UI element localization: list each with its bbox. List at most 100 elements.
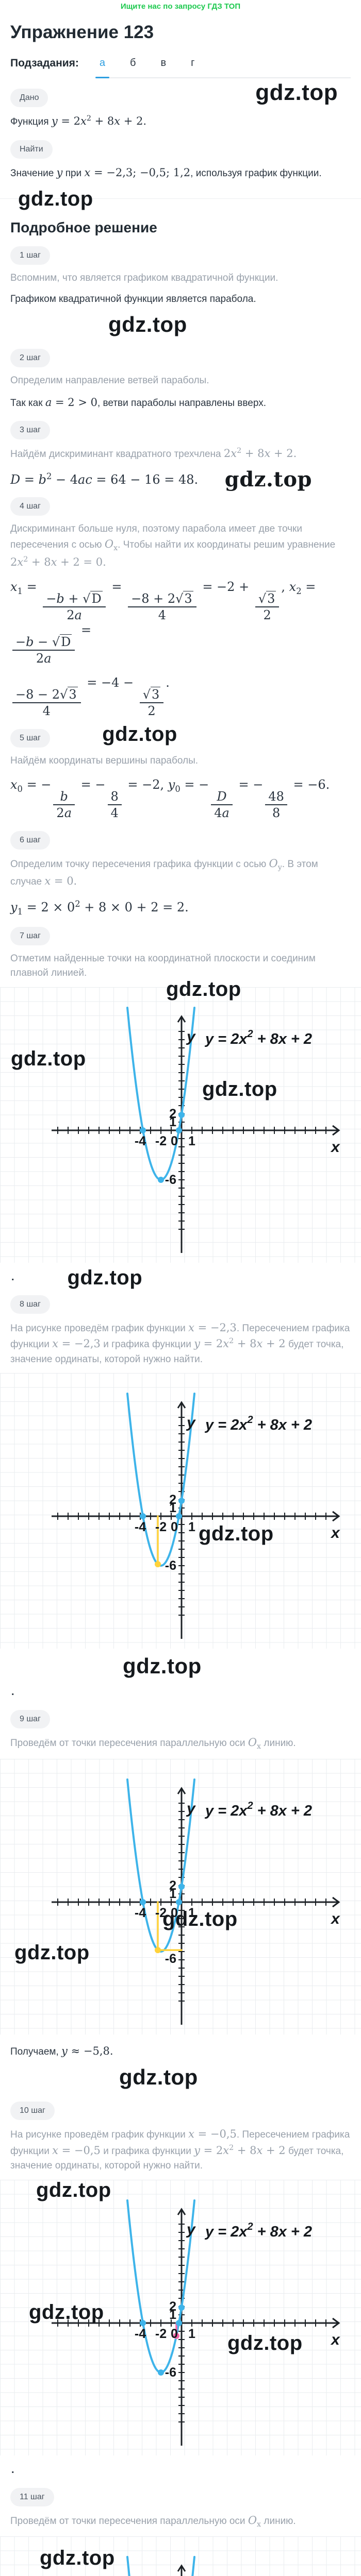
step-badge-row: 3 шаг bbox=[10, 421, 351, 439]
x-tick-label: -2 bbox=[155, 1906, 167, 1920]
fraction: 48 8 bbox=[265, 789, 287, 821]
y-tick-label: 2 bbox=[169, 1878, 176, 1893]
stray-dot: . gdz.top bbox=[11, 1267, 361, 1288]
x-axis-letter: x bbox=[330, 1139, 340, 1156]
math-run: x = 0. bbox=[44, 875, 77, 888]
equation-label: y = 2x2 + 8x + 2 bbox=[204, 2221, 312, 2240]
x-tick-label: 1 bbox=[188, 1134, 195, 1148]
denominator: 4 bbox=[110, 805, 119, 820]
step-badge: Дано bbox=[10, 89, 48, 107]
denominator: 2 bbox=[263, 607, 271, 622]
fraction: −8 − 2√3 4 bbox=[12, 686, 81, 719]
radicand: 3 bbox=[266, 590, 276, 606]
text-run: Графиком квадратичной функции является п… bbox=[10, 293, 256, 304]
step-badge: Найти bbox=[10, 140, 53, 159]
fraction: −b + √D 2a bbox=[43, 590, 106, 623]
tab-в[interactable]: в bbox=[160, 57, 167, 69]
y-tick-label: 2 bbox=[169, 1493, 176, 1507]
formula: y1 = 2 × 02 + 8 × 0 + 2 = 2. bbox=[10, 899, 351, 917]
y-tick-label: 2 bbox=[169, 2299, 176, 2314]
sqrt-radical: √D bbox=[83, 590, 103, 606]
step-badge-row: 11 шаг bbox=[10, 2487, 351, 2506]
text-run: Вспомним, что является графиком квадрати… bbox=[10, 273, 278, 283]
math-run: Ox bbox=[248, 2514, 261, 2529]
x-tick-label: -4 bbox=[135, 1134, 146, 1148]
x-tick-label: 0 bbox=[171, 1906, 178, 1920]
math-run: Ox bbox=[104, 538, 118, 553]
y-axis-letter: y bbox=[186, 1800, 196, 1817]
parabola-curve bbox=[126, 1778, 195, 1953]
text-run: Проведём от точки пересечения параллельн… bbox=[10, 2515, 248, 2527]
math-run: y bbox=[56, 166, 63, 179]
solution-text: Определим точку пересечения графика функ… bbox=[10, 856, 351, 890]
step-badge: 11 шаг bbox=[10, 2487, 54, 2506]
solution-text: Проведём от точки пересечения параллельн… bbox=[10, 2513, 351, 2531]
gdz-watermark: gdz.top bbox=[166, 977, 241, 1001]
radicand: 3 bbox=[183, 590, 193, 606]
root-point-left bbox=[140, 1513, 146, 1520]
tab-а[interactable]: а bbox=[95, 57, 110, 78]
step-badge-row: 8 шаг bbox=[10, 1295, 351, 1314]
math-run: y = 2x2 + 8x + 2 bbox=[194, 2143, 286, 2157]
text-run: На рисунке проведём график функции bbox=[10, 1323, 189, 1334]
denominator: 2a bbox=[36, 651, 52, 666]
step-badge-row: 7 шаг bbox=[10, 926, 351, 945]
math-run: = − bbox=[77, 777, 106, 792]
text-run: Функция bbox=[10, 116, 52, 127]
tab-г[interactable]: г bbox=[191, 57, 195, 69]
fraction: −8 + 2√3 4 bbox=[128, 590, 196, 623]
x-tick-label: 0 bbox=[171, 1520, 178, 1534]
watermark-row: gdz.top bbox=[0, 1654, 361, 1680]
gdz-watermark: gdz.top bbox=[123, 1654, 202, 1679]
fraction: −b − √D 2a bbox=[12, 634, 75, 666]
math-run: = −2, y0 = − bbox=[123, 777, 209, 794]
y-intercept-point bbox=[178, 1498, 185, 1504]
text-run: при bbox=[62, 167, 85, 179]
denominator: 4a bbox=[214, 805, 229, 820]
gdz-watermark: gdz.top bbox=[227, 2331, 303, 2354]
y-tick-label: 2 bbox=[169, 1107, 176, 1121]
math-run: = −6. bbox=[289, 777, 330, 792]
y-intercept-point bbox=[178, 1883, 185, 1890]
sqrt-radical: √3 bbox=[60, 686, 78, 702]
dot-artifact: . bbox=[11, 2464, 14, 2476]
text-run: . Пересечением графика функции bbox=[10, 1323, 350, 1350]
math-run: x = −2,3 bbox=[188, 1321, 237, 1334]
solution-body: Дано gdz.top Функция y = 2x2 + 8x + 2. Найт… bbox=[0, 81, 361, 2576]
formula: x1 = −b + √D 2a = −8 + 2√3 4 = −2 + √3 2, x… bbox=[10, 580, 351, 666]
math-run: = bbox=[77, 622, 92, 637]
math-run: x0 = − bbox=[10, 777, 52, 794]
numerator: 48 bbox=[265, 789, 287, 805]
text-run: Так как bbox=[10, 397, 45, 409]
y-axis-arrow-icon bbox=[177, 1401, 186, 1409]
denominator: 4 bbox=[158, 607, 167, 622]
top-search-link[interactable]: Ищите нас по запросу ГДЗ ТОП bbox=[120, 2, 241, 11]
numerator: b bbox=[53, 789, 75, 805]
section-divider: gdz.top bbox=[0, 189, 361, 214]
solution-text: Вспомним, что является графиком квадрати… bbox=[10, 271, 351, 286]
x-tick-label: -2 bbox=[155, 2327, 167, 2341]
step-badge-row: 9 шаг bbox=[10, 1710, 351, 1729]
radicand: 3 bbox=[151, 686, 161, 702]
tab-б[interactable]: б bbox=[130, 57, 136, 69]
text-run: Значение bbox=[10, 167, 57, 179]
y-axis-arrow-icon bbox=[177, 1787, 186, 1794]
solution-text: Дискриминант больше нуля, поэтому парабо… bbox=[10, 522, 351, 571]
text-run: Проведём от точки пересечения параллельн… bbox=[10, 1738, 248, 1749]
x-tick-label: -2 bbox=[155, 1134, 167, 1148]
solution-text: Графиком квадратичной функции является п… bbox=[10, 292, 351, 307]
gdz-watermark: gdz.top bbox=[67, 1266, 143, 1289]
y-axis-arrow-icon bbox=[177, 2208, 186, 2215]
denominator: 4 bbox=[42, 703, 51, 718]
parabola-curve bbox=[126, 1393, 195, 1567]
y-tick-label: 1 bbox=[169, 2308, 176, 2322]
solution-text: Найдём координаты вершины параболы. bbox=[10, 754, 351, 769]
gdz-watermark: gdz.top bbox=[119, 2065, 198, 2090]
denominator: 8 bbox=[272, 805, 281, 820]
math-run: , x2 = bbox=[281, 580, 316, 596]
step-badge: 9 шаг bbox=[10, 1710, 50, 1729]
text-run: линию. bbox=[261, 2515, 296, 2527]
fraction: b 2a bbox=[53, 789, 75, 821]
